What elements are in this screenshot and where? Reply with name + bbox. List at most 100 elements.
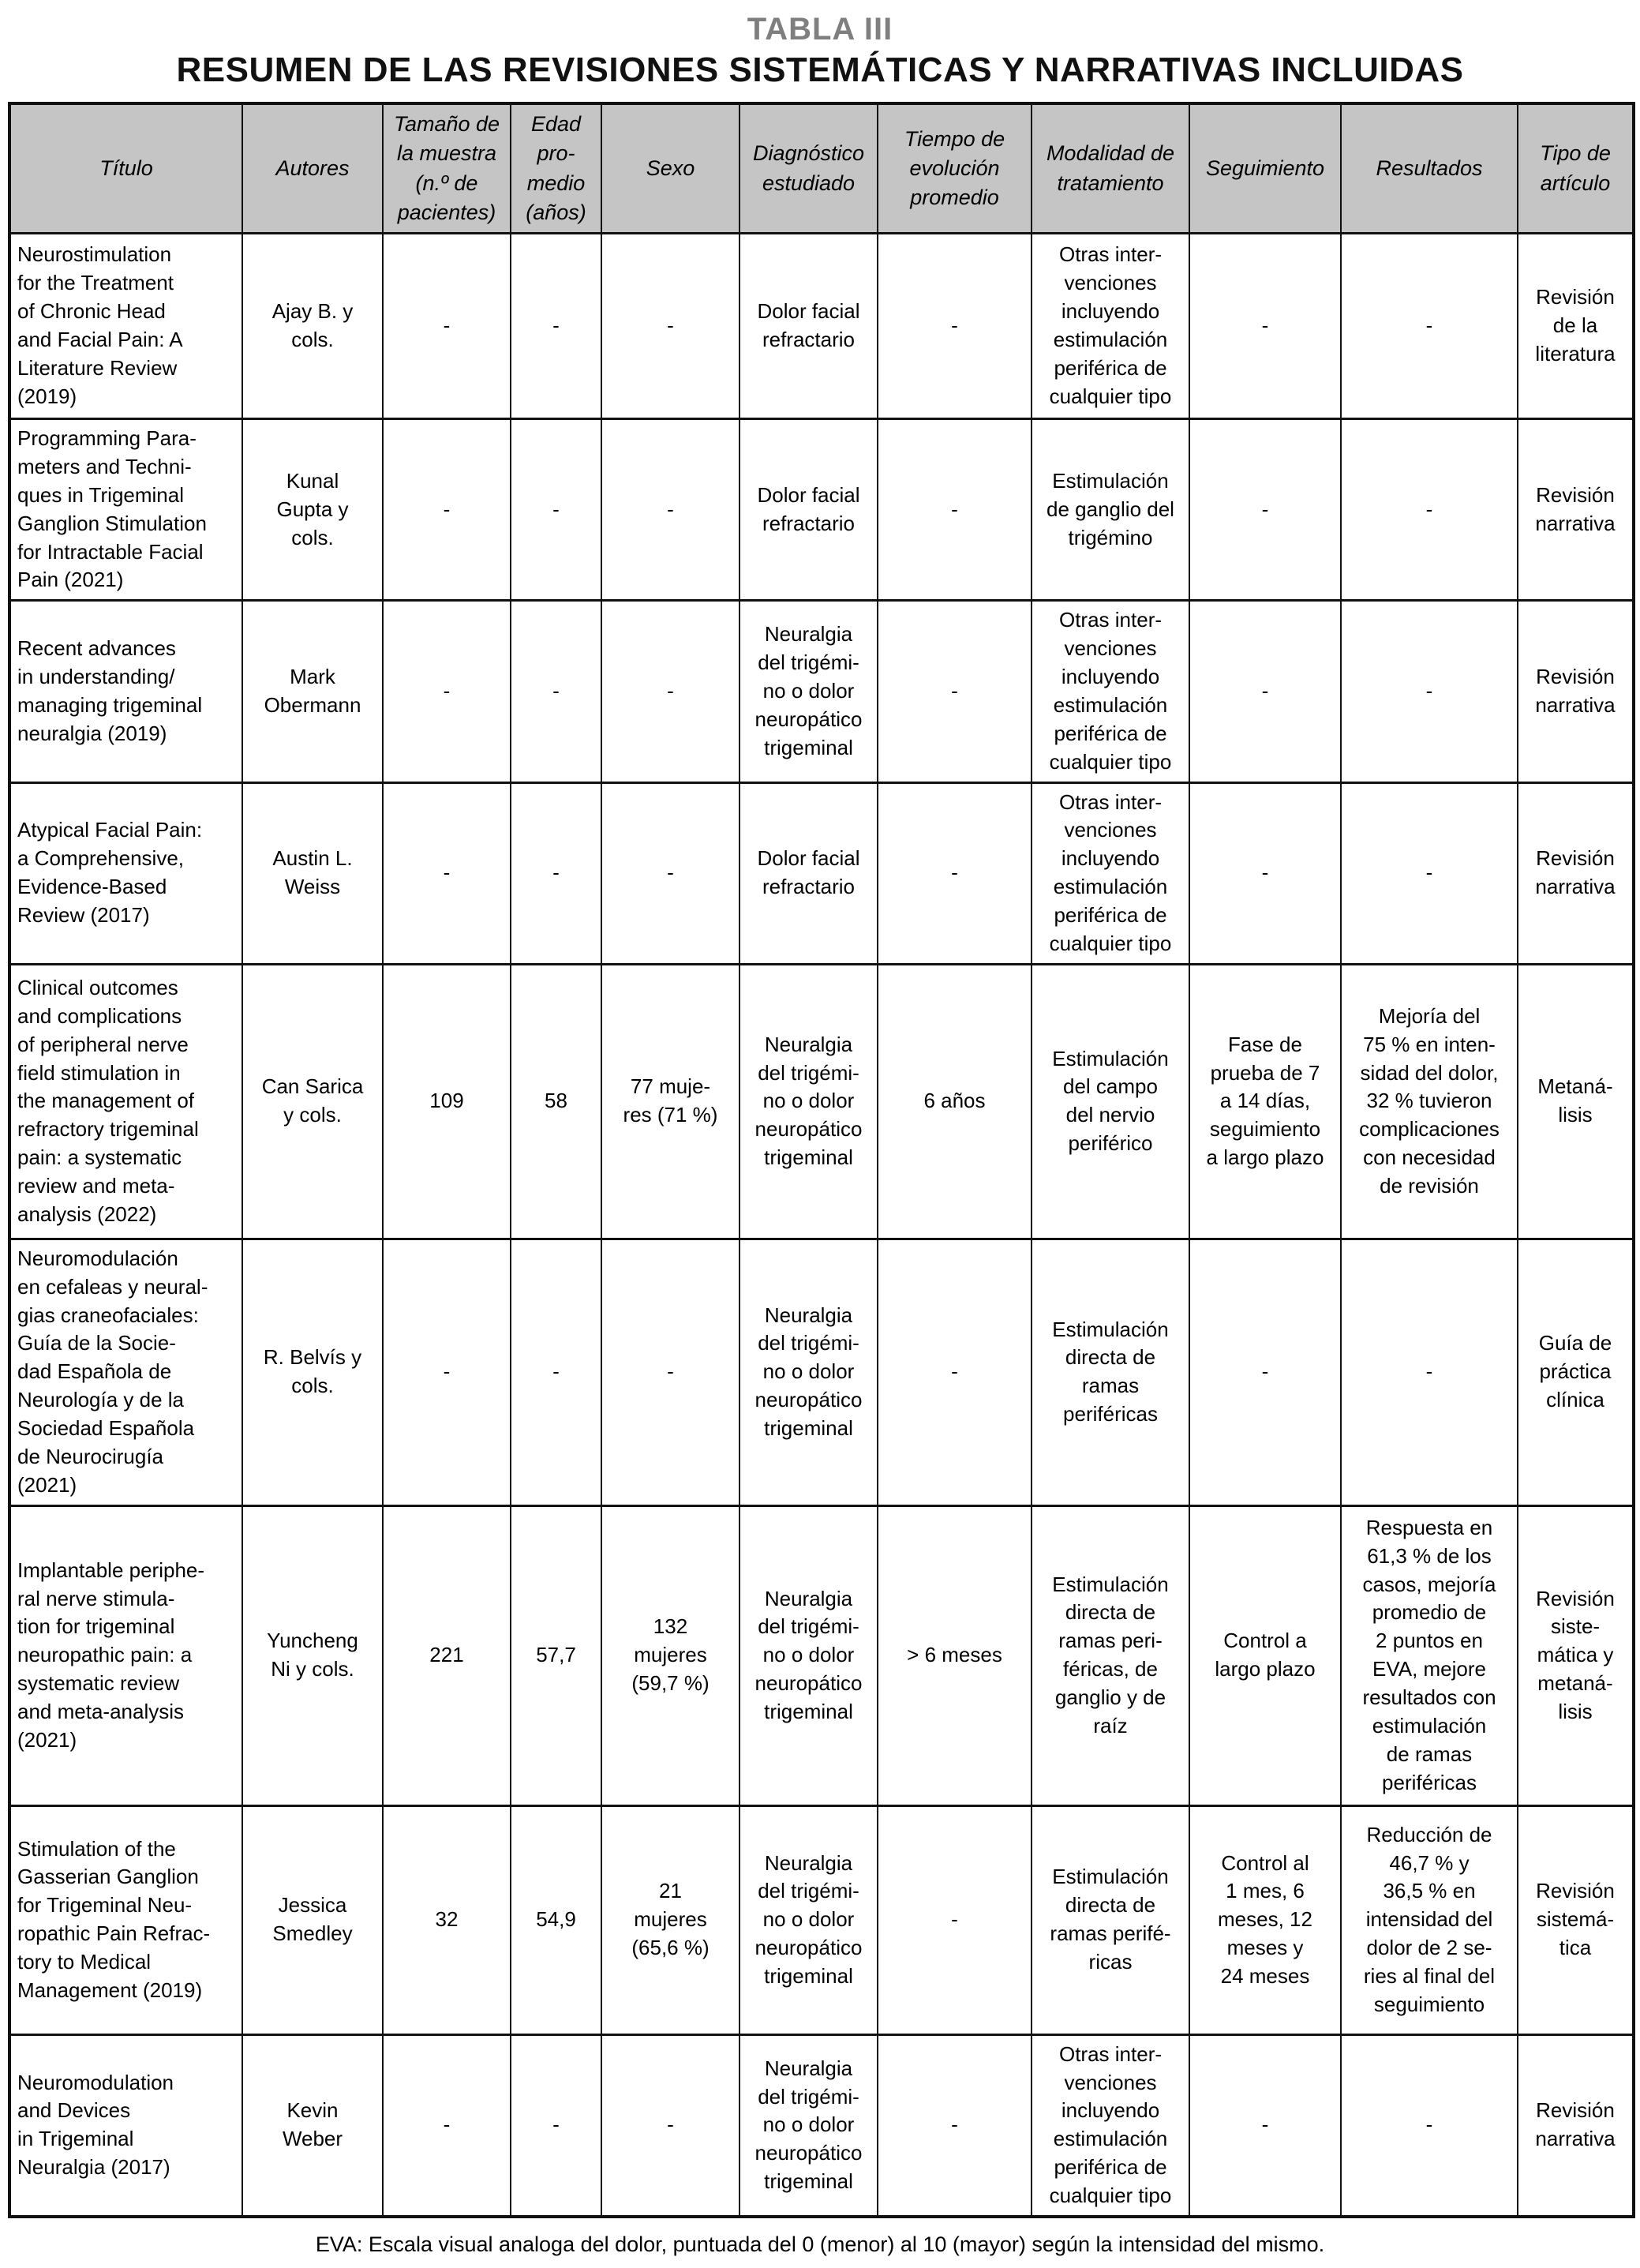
table-row: Atypical Facial Pain: a Comprehensive, E… xyxy=(9,782,1634,965)
table-cell: - xyxy=(382,782,511,965)
table-row: Neuromodulación en cefaleas y neural- gi… xyxy=(9,1239,1634,1506)
table-cell: - xyxy=(877,782,1032,965)
table-row: Implantable periphe- ral nerve stimula- … xyxy=(9,1505,1634,1806)
column-header-diagnostico: Diagnóstico estudiado xyxy=(739,103,878,234)
table-cell: Neuralgia del trigémi- no o dolor neurop… xyxy=(739,1805,878,2035)
table-cell: > 6 meses xyxy=(877,1505,1032,1806)
table-title-block: TABLA III RESUMEN DE LAS REVISIONES SIST… xyxy=(0,11,1640,91)
table-row: Neurostimulation for the Treatment of Ch… xyxy=(9,233,1634,419)
column-header-autores: Autores xyxy=(242,103,384,234)
table-cell: - xyxy=(601,233,740,419)
table-cell: - xyxy=(382,418,511,601)
table-cell: - xyxy=(1189,233,1342,419)
table-cell: - xyxy=(877,600,1032,783)
table-cell: Metaná- lisis xyxy=(1517,964,1634,1239)
table-cell: - xyxy=(1340,600,1518,783)
table-cell: Respuesta en 61,3 % de los casos, mejorí… xyxy=(1340,1505,1518,1806)
table-cell: Revisión narrativa xyxy=(1517,2034,1634,2217)
column-header-edad-promedio: Edad pro- medio (años) xyxy=(510,103,602,234)
table-header: Título Autores Tamaño de la muestra (n.º… xyxy=(9,103,1634,234)
table-cell: Guía de práctica clínica xyxy=(1517,1239,1634,1506)
table-cell: - xyxy=(1340,2034,1518,2217)
table-cell: - xyxy=(877,233,1032,419)
table-cell: Reducción de 46,7 % y 36,5 % en intensid… xyxy=(1340,1805,1518,2035)
table-cell: 6 años xyxy=(877,964,1032,1239)
table-cell: Dolor facial refractario xyxy=(739,233,878,419)
table-cell: Dolor facial refractario xyxy=(739,782,878,965)
table-cell: Revisión narrativa xyxy=(1517,600,1634,783)
table-subtitle: RESUMEN DE LAS REVISIONES SISTEMÁTICAS Y… xyxy=(176,51,1464,90)
table-cell: - xyxy=(877,1805,1032,2035)
table-cell: - xyxy=(382,2034,511,2217)
table-cell: Otras inter- venciones incluyendo estimu… xyxy=(1031,600,1190,783)
table-cell: - xyxy=(510,2034,602,2217)
column-header-sexo: Sexo xyxy=(601,103,740,234)
table-cell: - xyxy=(601,782,740,965)
table-cell: Atypical Facial Pain: a Comprehensive, E… xyxy=(9,782,243,965)
table-cell: Revisión narrativa xyxy=(1517,418,1634,601)
table-cell: Revisión siste- mática y metaná- lisis xyxy=(1517,1505,1634,1806)
table-cell: - xyxy=(1189,782,1342,965)
table-cell: - xyxy=(510,233,602,419)
table-cell: Estimulación directa de ramas perifé- ri… xyxy=(1031,1805,1190,2035)
table-cell: Control al 1 mes, 6 meses, 12 meses y 24… xyxy=(1189,1805,1342,2035)
table-cell: - xyxy=(1340,1239,1518,1506)
table-cell: - xyxy=(510,1239,602,1506)
table-cell: - xyxy=(382,1239,511,1506)
table-cell: Stimulation of the Gasserian Ganglion fo… xyxy=(9,1805,243,2035)
table-cell: 109 xyxy=(382,964,511,1239)
table-cell: Otras inter- venciones incluyendo estimu… xyxy=(1031,233,1190,419)
column-header-tiempo-evolucion: Tiempo de evolución promedio xyxy=(877,103,1032,234)
table-cell: Kevin Weber xyxy=(242,2034,384,2217)
table-cell: Neuralgia del trigémi- no o dolor neurop… xyxy=(739,1239,878,1506)
table-cell: Neuralgia del trigémi- no o dolor neurop… xyxy=(739,1505,878,1806)
column-header-resultados: Resultados xyxy=(1340,103,1518,234)
table-cell: Mejoría del 75 % en inten- sidad del dol… xyxy=(1340,964,1518,1239)
table-row: Stimulation of the Gasserian Ganglion fo… xyxy=(9,1805,1634,2035)
table-cell: 54,9 xyxy=(510,1805,602,2035)
table-cell: 21 mujeres (65,6 %) xyxy=(601,1805,740,2035)
table-cell: Programming Para- meters and Techni- que… xyxy=(9,418,243,601)
table-cell: - xyxy=(1340,233,1518,419)
table-cell: - xyxy=(382,233,511,419)
table-cell: - xyxy=(1189,418,1342,601)
column-header-tamano-muestra: Tamaño de la muestra (n.º de pacientes) xyxy=(382,103,511,234)
table-cell: Fase de prueba de 7 a 14 días, seguimien… xyxy=(1189,964,1342,1239)
table-cell: - xyxy=(1340,418,1518,601)
table-cell: Estimulación directa de ramas periférica… xyxy=(1031,1239,1190,1506)
table-cell: Otras inter- venciones incluyendo estimu… xyxy=(1031,782,1190,965)
table-cell: Estimulación directa de ramas peri- féri… xyxy=(1031,1505,1190,1806)
table-cell: - xyxy=(877,418,1032,601)
table-cell: - xyxy=(1189,1239,1342,1506)
table-cell: - xyxy=(877,2034,1032,2217)
table-cell: Clinical outcomes and complications of p… xyxy=(9,964,243,1239)
table-cell: 57,7 xyxy=(510,1505,602,1806)
table-cell: 221 xyxy=(382,1505,511,1806)
table-cell: - xyxy=(510,418,602,601)
table-cell: Austin L. Weiss xyxy=(242,782,384,965)
column-header-seguimiento: Seguimiento xyxy=(1189,103,1342,234)
table-body: Neurostimulation for the Treatment of Ch… xyxy=(9,233,1634,2217)
column-header-tipo-articulo: Tipo de artículo xyxy=(1517,103,1634,234)
table-cell: Kunal Gupta y cols. xyxy=(242,418,384,601)
table-cell: Recent advances in understanding/ managi… xyxy=(9,600,243,783)
table-cell: Dolor facial refractario xyxy=(739,418,878,601)
table-row: Recent advances in understanding/ managi… xyxy=(9,600,1634,783)
table-cell: Mark Obermann xyxy=(242,600,384,783)
table-cell: - xyxy=(1189,2034,1342,2217)
table-cell: Estimulación de ganglio del trigémino xyxy=(1031,418,1190,601)
table-cell: Can Sarica y cols. xyxy=(242,964,384,1239)
table-cell: 32 xyxy=(382,1805,511,2035)
table-cell: R. Belvís y cols. xyxy=(242,1239,384,1506)
table-cell: - xyxy=(1340,782,1518,965)
table-cell: Implantable periphe- ral nerve stimula- … xyxy=(9,1505,243,1806)
table-cell: Control a largo plazo xyxy=(1189,1505,1342,1806)
column-header-titulo: Título xyxy=(9,103,243,234)
table-cell: Neuralgia del trigémi- no o dolor neurop… xyxy=(739,2034,878,2217)
table-cell: 58 xyxy=(510,964,602,1239)
table-number-title: TABLA III xyxy=(747,12,893,47)
table-cell: Revisión sistemá- tica xyxy=(1517,1805,1634,2035)
table-cell: 77 muje- res (71 %) xyxy=(601,964,740,1239)
table-cell: Neuralgia del trigémi- no o dolor neurop… xyxy=(739,964,878,1239)
